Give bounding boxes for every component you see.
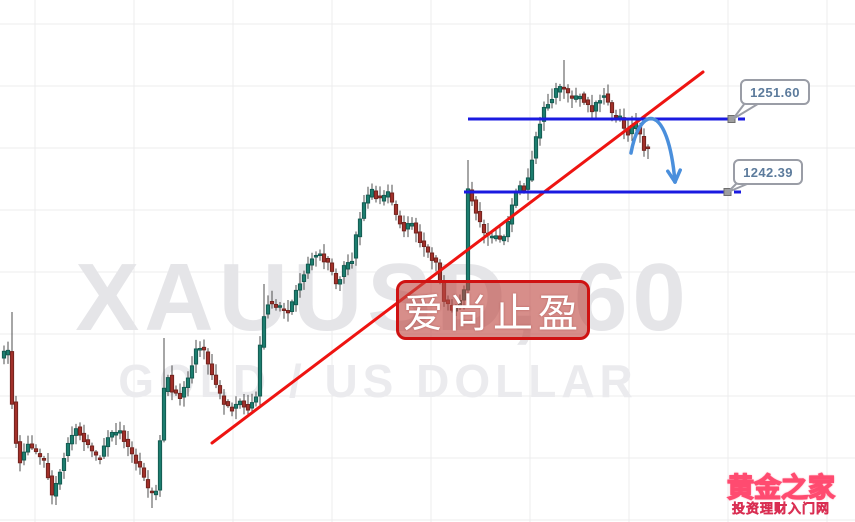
logo-title: 黄金之家 — [726, 473, 835, 504]
take-profit-annotation-box[interactable]: 爱尚止盈 — [396, 280, 590, 340]
horizontal-price-lines[interactable] — [464, 115, 745, 196]
price-callout-upper[interactable]: 1251.60 — [740, 79, 810, 105]
projection-arrow[interactable] — [629, 116, 682, 184]
watermark-description: GOLD / US DOLLAR — [118, 355, 638, 407]
logo-subtitle: 投资理财入门网 — [731, 501, 830, 517]
trendline[interactable] — [210, 70, 705, 445]
price-callout-lower-label: 1242.39 — [743, 164, 793, 180]
candlestick-series — [1, 60, 651, 508]
site-logo: 黄金之家 投资理财入门网 — [726, 473, 835, 517]
watermark-symbol: XAUUSD, 60 — [75, 244, 691, 351]
price-callout-upper-label: 1251.60 — [750, 84, 800, 100]
price-callout-lower[interactable]: 1242.39 — [733, 159, 803, 185]
take-profit-annotation-label: 爱尚止盈 — [403, 291, 583, 336]
